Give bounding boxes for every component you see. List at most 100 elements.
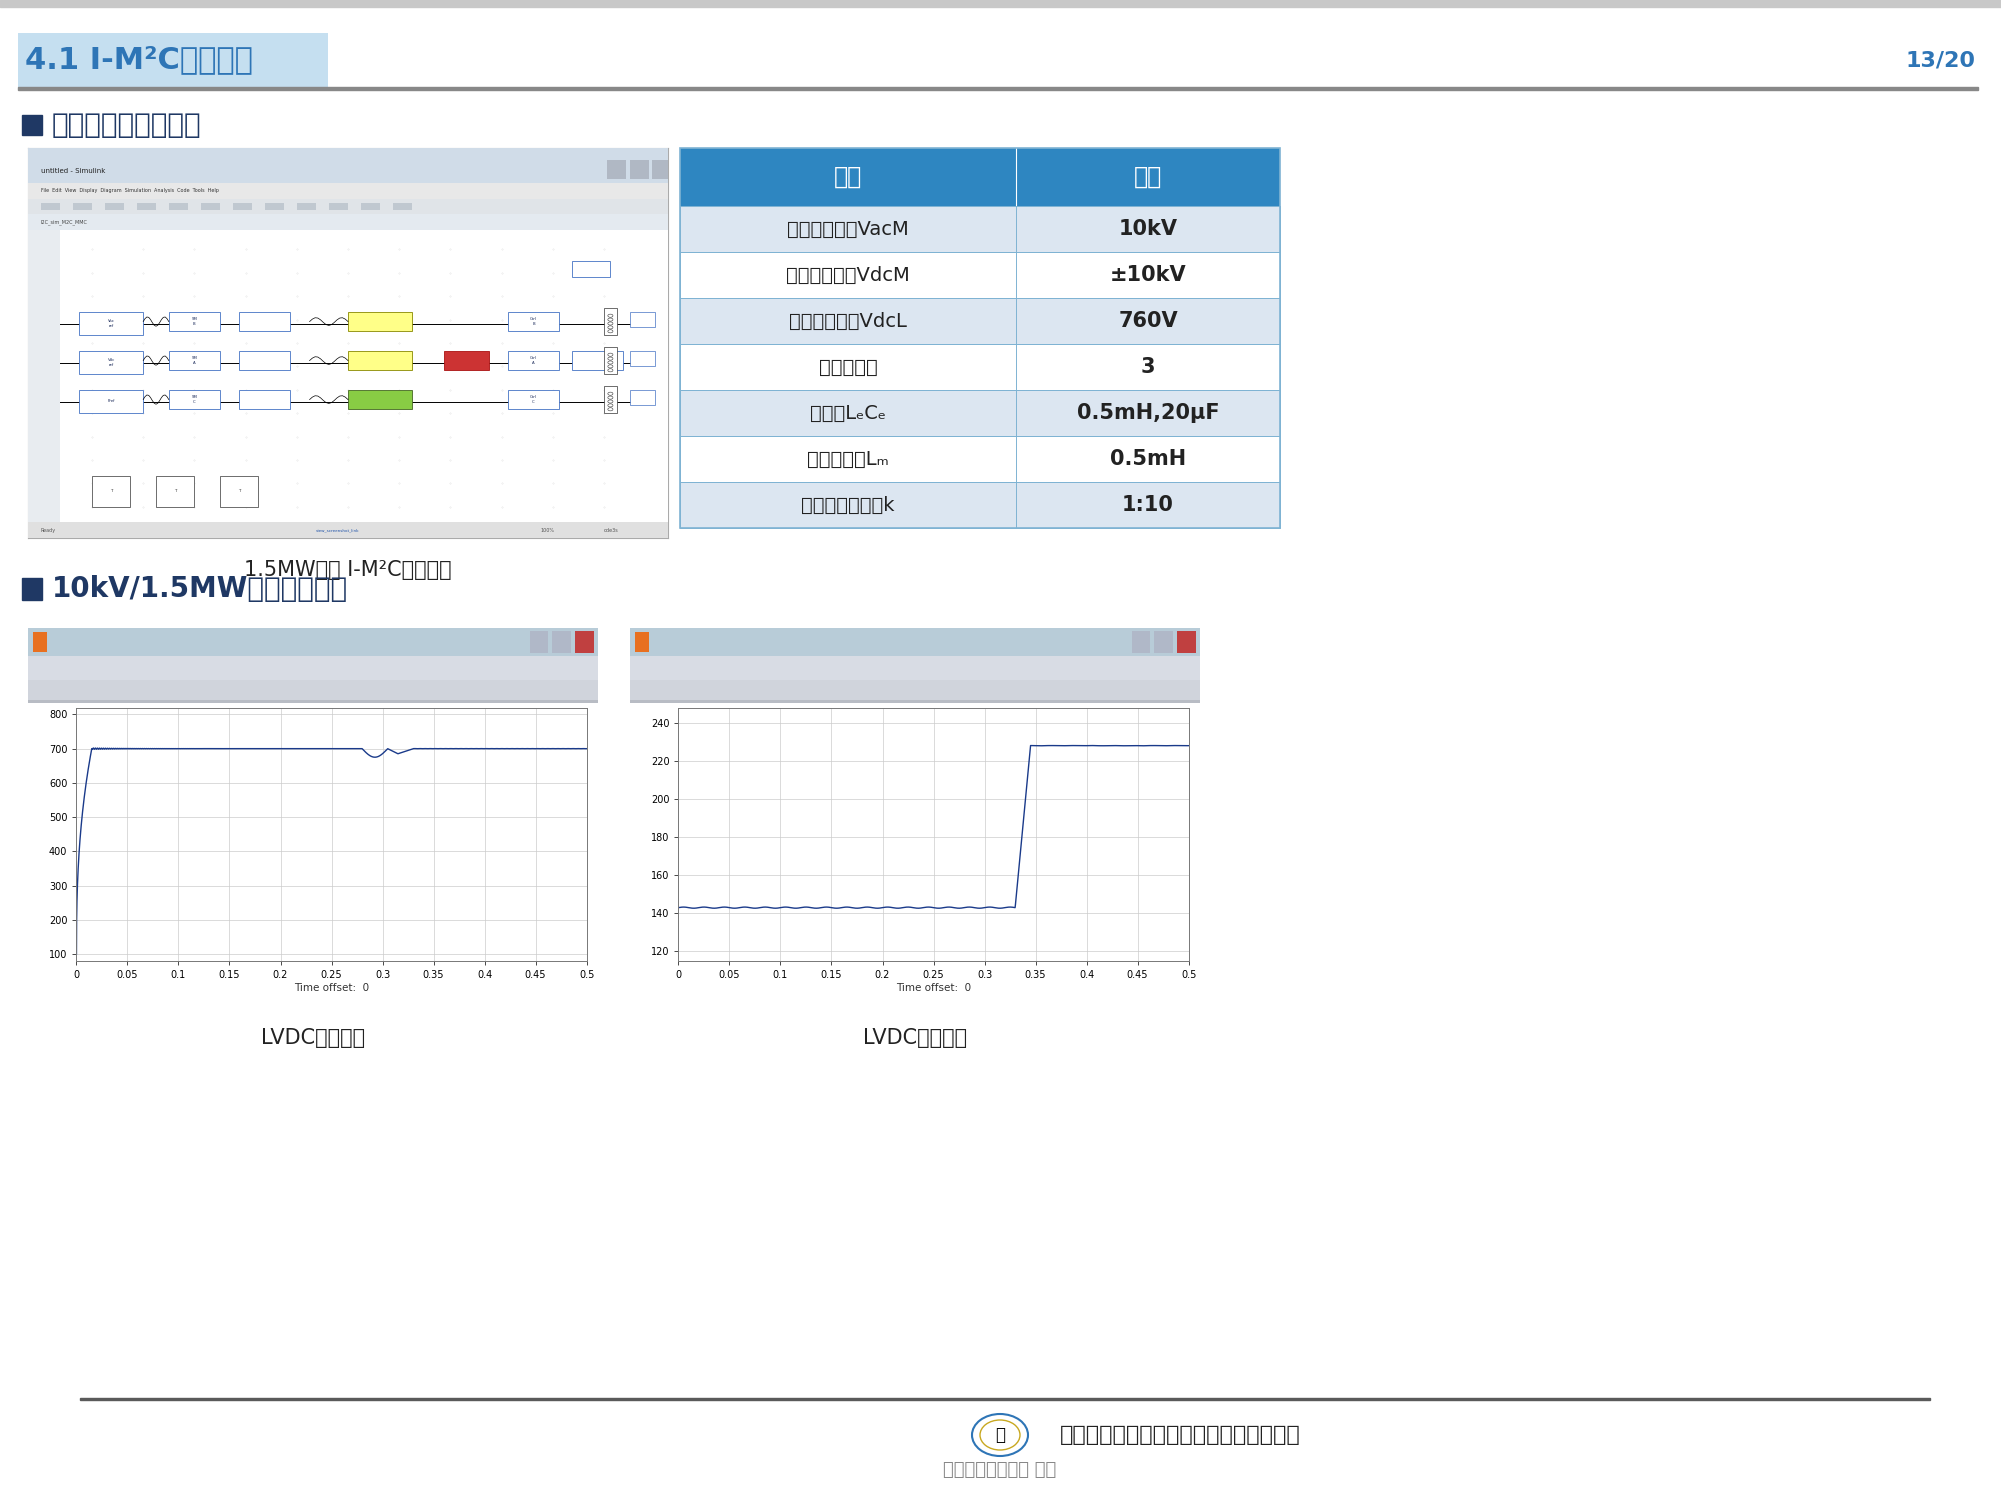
Bar <box>444 351 488 371</box>
X-axis label: Time offset:  0: Time offset: 0 <box>294 983 368 992</box>
Bar <box>80 351 144 374</box>
Bar <box>200 203 220 210</box>
Text: 滤波器LₑCₑ: 滤波器LₑCₑ <box>810 404 886 422</box>
Text: untitled - Simulink: untitled - Simulink <box>40 168 106 174</box>
Text: Vac
ref: Vac ref <box>108 320 114 327</box>
Text: 100%: 100% <box>540 528 554 533</box>
Bar <box>1155 630 1173 653</box>
Bar <box>680 344 1281 390</box>
Text: SM
A: SM A <box>192 356 198 365</box>
Bar <box>604 386 616 413</box>
Bar <box>630 627 1201 656</box>
Bar <box>680 252 1281 299</box>
Bar <box>572 351 622 371</box>
Bar <box>604 347 616 374</box>
Bar <box>168 312 220 332</box>
Bar <box>508 312 558 332</box>
Text: I2C_sim_M2C_MMC: I2C_sim_M2C_MMC <box>40 219 88 225</box>
Bar <box>156 476 194 507</box>
Bar <box>40 203 60 210</box>
Text: 中压直流电压VdcM: 中压直流电压VdcM <box>786 266 910 285</box>
Bar <box>28 230 60 537</box>
Bar <box>264 203 284 210</box>
Bar <box>240 312 290 332</box>
Bar <box>630 351 654 366</box>
Bar <box>392 203 412 210</box>
Text: 中压交流电压VacM: 中压交流电压VacM <box>786 219 908 239</box>
Bar <box>604 308 616 335</box>
Bar <box>680 299 1281 344</box>
Bar <box>168 390 220 410</box>
Text: Scope6: Scope6 <box>52 635 102 648</box>
Bar <box>680 149 1281 206</box>
Text: 0.5mH: 0.5mH <box>1111 449 1187 468</box>
Bar <box>0 0 2001 8</box>
Bar <box>92 476 130 507</box>
Bar <box>630 656 1201 680</box>
Text: 第七届电工学科青年学者学科前沿讨论会: 第七届电工学科青年学者学科前沿讨论会 <box>1061 1424 1301 1445</box>
Bar <box>552 630 570 653</box>
Bar <box>28 183 668 198</box>
X-axis label: Time offset:  0: Time offset: 0 <box>896 983 970 992</box>
Bar <box>360 203 380 210</box>
Text: 参数: 参数 <box>834 165 862 189</box>
Bar <box>630 390 654 405</box>
Bar <box>240 390 290 410</box>
Text: 俯真系统及参数设计: 俯真系统及参数设计 <box>52 111 202 140</box>
Bar <box>634 632 648 651</box>
Text: Ctrl
B: Ctrl B <box>530 317 536 326</box>
Bar <box>28 656 598 680</box>
Bar <box>104 203 124 210</box>
Text: 桥臂电抗器Lₘ: 桥臂电抗器Lₘ <box>806 449 888 468</box>
Bar <box>630 312 654 327</box>
Text: 1.5MW三相 I-M²C俯真模型: 1.5MW三相 I-M²C俯真模型 <box>244 560 452 579</box>
Text: view_screenshot_link: view_screenshot_link <box>316 528 360 533</box>
Bar <box>80 1397 1931 1400</box>
Bar <box>1133 630 1151 653</box>
Bar <box>28 215 668 230</box>
Bar <box>680 482 1281 528</box>
Bar <box>28 699 598 702</box>
Text: Ready: Ready <box>40 528 56 533</box>
Bar <box>80 390 144 413</box>
Text: SM
C: SM C <box>192 395 198 404</box>
Bar <box>606 159 626 179</box>
Text: 10kV/1.5MW俯真系统波形: 10kV/1.5MW俯真系统波形 <box>52 575 348 603</box>
Bar <box>80 312 144 335</box>
Bar <box>348 312 412 332</box>
Bar <box>680 149 1281 528</box>
Bar <box>508 390 558 410</box>
Bar <box>680 206 1281 252</box>
Bar <box>136 203 156 210</box>
Bar <box>22 116 42 135</box>
Text: 760V: 760V <box>1119 311 1179 332</box>
Text: Vdc
ref: Vdc ref <box>108 359 114 366</box>
Bar <box>72 203 92 210</box>
Bar <box>680 435 1281 482</box>
Text: 高频变压器变比k: 高频变压器变比k <box>800 495 894 515</box>
Text: 数値: 数値 <box>1135 165 1163 189</box>
Text: LVDC端口电流: LVDC端口电流 <box>862 1028 966 1048</box>
Bar <box>652 159 670 179</box>
Text: 10kV: 10kV <box>1119 219 1177 239</box>
Text: LVDC端口电压: LVDC端口电压 <box>260 1028 364 1048</box>
Text: ±10kV: ±10kV <box>1111 266 1187 285</box>
Text: ode3s: ode3s <box>604 528 618 533</box>
Text: T: T <box>174 489 176 494</box>
Bar <box>18 33 328 89</box>
Text: 桥臂模块数: 桥臂模块数 <box>818 357 876 377</box>
Bar <box>18 87 1979 90</box>
Bar <box>630 159 648 179</box>
Bar <box>22 578 42 600</box>
Bar <box>348 351 412 371</box>
Text: 《电工技术学报》 发布: 《电工技术学报》 发布 <box>942 1460 1057 1478</box>
Bar <box>630 680 1201 699</box>
Text: 0.5mH,20μF: 0.5mH,20μF <box>1077 402 1219 423</box>
Bar <box>574 630 594 653</box>
Bar <box>168 351 220 371</box>
Text: 13/20: 13/20 <box>1905 50 1975 71</box>
Bar <box>220 476 258 507</box>
Text: File  Edit  View  Display  Diagram  Simulation  Analysis  Code  Tools  Help: File Edit View Display Diagram Simulatio… <box>40 189 218 194</box>
Text: 1:10: 1:10 <box>1123 495 1175 515</box>
Bar <box>32 632 46 651</box>
